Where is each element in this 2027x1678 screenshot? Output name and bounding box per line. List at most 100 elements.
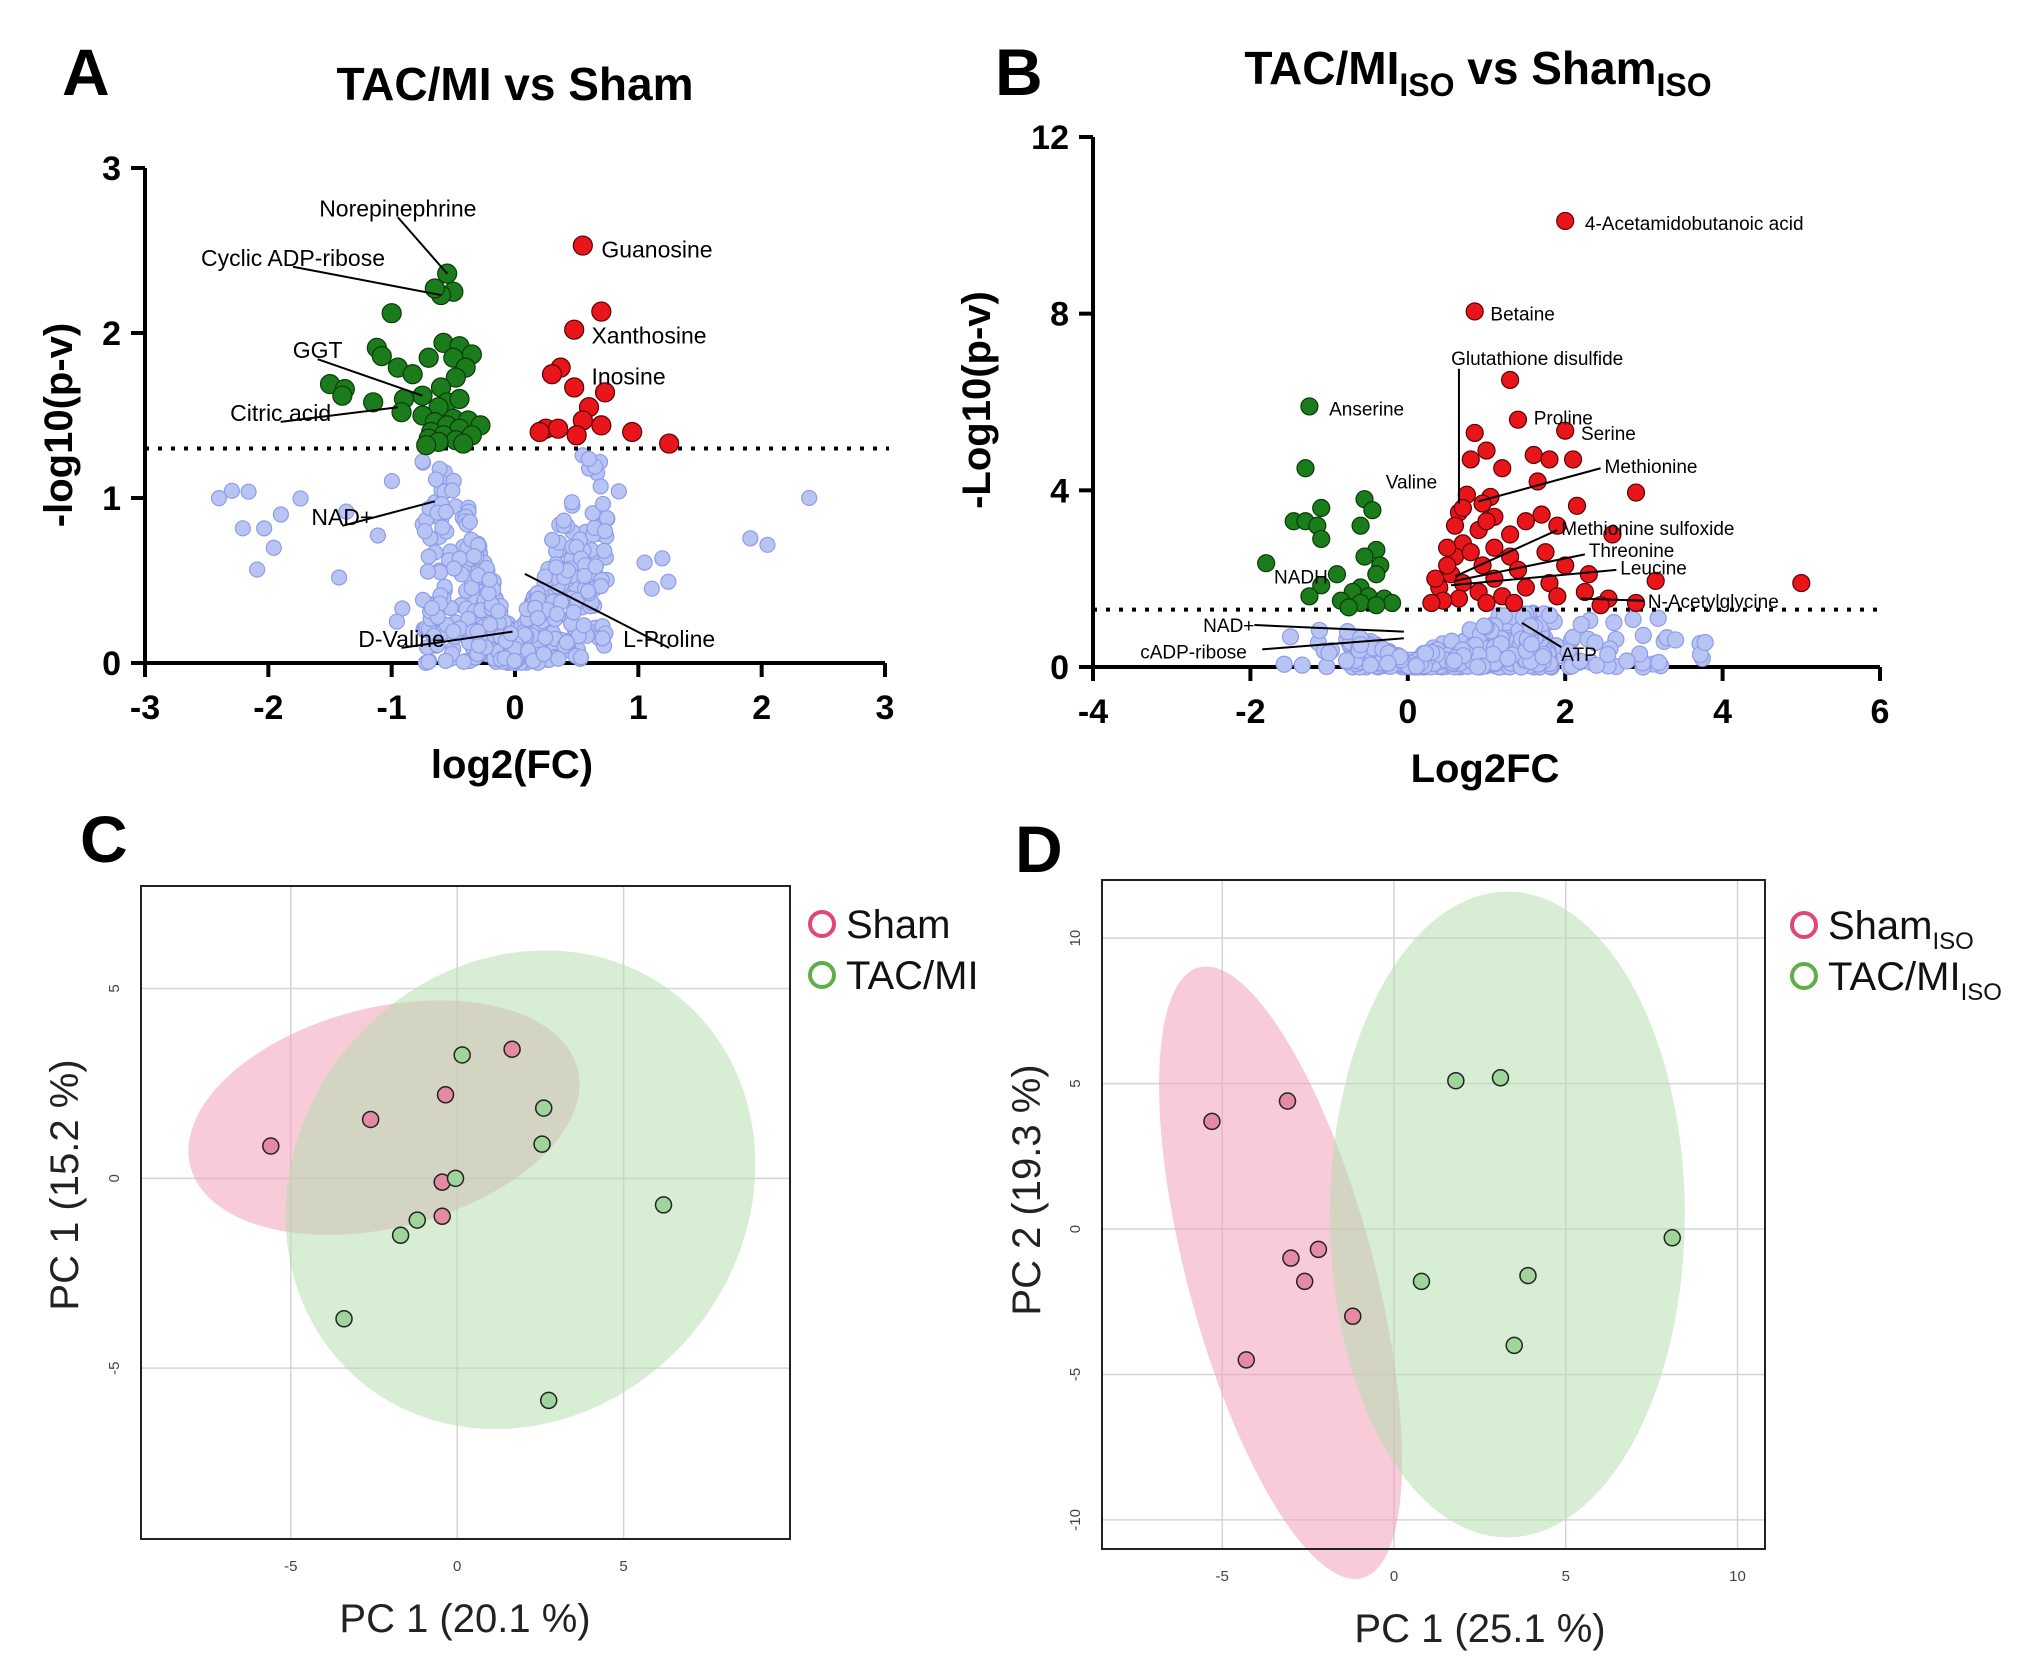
nonsignificant-point xyxy=(1469,658,1487,676)
downregulated-point xyxy=(1312,576,1331,595)
legend-sham-iso-sub: ISO xyxy=(1933,928,1974,955)
panel-a-ylabel: -log10(p-v) xyxy=(37,323,81,527)
upregulated-point xyxy=(1504,593,1524,613)
nonsignificant-point xyxy=(1634,626,1652,645)
upregulated-point xyxy=(1516,578,1535,597)
panel-b: B TAC/MIISO vs ShamISO -4 -2 0 2 4 6048124-Ac… xyxy=(955,35,1889,791)
nonsignificant-point xyxy=(544,531,561,548)
nonsignificant-point xyxy=(563,494,581,511)
panel-c: C -5 0 5 -5 0 5 PC 1 (20.1 %) PC 1 (15.2 %) S… xyxy=(43,802,979,1641)
nonsignificant-point xyxy=(437,652,454,670)
nonsignificant-point xyxy=(759,536,776,553)
upregulated-point xyxy=(1438,556,1457,575)
panel-d-ylabel: PC 2 (19.3 %) xyxy=(1005,1064,1049,1315)
x-tick-label: -5 xyxy=(1216,1568,1229,1585)
nonsignificant-point xyxy=(594,495,612,513)
upregulated-point xyxy=(1575,582,1594,602)
annotation-leader xyxy=(401,630,513,649)
nonsignificant-point xyxy=(742,530,759,547)
upregulated-point xyxy=(1792,573,1811,593)
nonsignificant-point xyxy=(1618,652,1636,670)
nonsignificant-point xyxy=(481,616,499,633)
tac-sample-point xyxy=(446,1169,465,1188)
x-tick-label: 0 xyxy=(1390,1568,1398,1585)
x-tick-label: 4 xyxy=(1713,693,1732,731)
annotation-leader xyxy=(1254,624,1404,633)
y-tick-label: -5 xyxy=(106,1361,123,1374)
nonsignificant-point xyxy=(463,579,480,597)
x-tick-label: 5 xyxy=(619,1558,627,1575)
volcano-plot-b: -4 -2 0 2 4 6 0 4 8 12 4-Acetamidobutanoic acid Bet… xyxy=(1031,119,1889,731)
nonsignificant-point xyxy=(330,569,348,586)
y-tick-label: 3 xyxy=(102,150,121,188)
downregulated-point xyxy=(1257,554,1276,573)
nonsignificant-point xyxy=(555,512,572,529)
nonsignificant-point xyxy=(234,520,251,537)
plot-frame xyxy=(140,885,791,1540)
y-tick-label: 5 xyxy=(1067,1079,1084,1087)
nonsignificant-point xyxy=(1586,634,1604,652)
tac-sample-point xyxy=(1663,1229,1681,1247)
nonsignificant-point xyxy=(1522,635,1541,653)
downregulated-point xyxy=(1312,498,1331,518)
upregulated-point xyxy=(594,382,616,403)
downregulated-point xyxy=(1300,587,1319,606)
upregulated-point xyxy=(548,418,569,439)
annotation-leader xyxy=(1450,568,1617,587)
nonsignificant-point xyxy=(1571,652,1589,670)
x-tick-label: 10 xyxy=(1729,1568,1746,1585)
nonsignificant-point xyxy=(636,554,653,571)
nonsignificant-point xyxy=(1351,636,1370,654)
legend-sham-iso-marker xyxy=(1790,911,1818,939)
annotation-leader xyxy=(292,265,442,297)
x-tick-label: 0 xyxy=(506,689,525,727)
upregulated-point xyxy=(1493,459,1512,478)
panel-b-letter: B xyxy=(995,35,1043,109)
annotation-label: GGT xyxy=(293,337,343,363)
annotation-label: L-Proline xyxy=(623,626,715,652)
upregulated-point xyxy=(1461,543,1480,562)
sham-sample-point xyxy=(1295,1272,1314,1291)
annotation-leader xyxy=(1580,597,1644,602)
upregulated-point xyxy=(1426,569,1445,588)
upregulated-point xyxy=(1477,441,1496,460)
upregulated-point xyxy=(622,421,643,443)
nonsignificant-point xyxy=(529,610,546,627)
downregulated-point xyxy=(1300,397,1319,416)
y-tick-label: 4 xyxy=(1050,472,1069,510)
annotation-label: Methionine xyxy=(1605,457,1698,478)
nonsignificant-point xyxy=(383,472,401,490)
nonsignificant-point xyxy=(1649,609,1667,627)
plot-frame xyxy=(1101,879,1766,1550)
sham-sample-point xyxy=(1278,1092,1297,1110)
panel-a-xlabel: log2(FC) xyxy=(431,743,593,787)
annotation-label: Cyclic ADP-ribose xyxy=(201,245,385,271)
nonsignificant-point xyxy=(550,650,567,667)
upregulated-point xyxy=(572,235,593,256)
y-tick-label: 5 xyxy=(106,984,123,992)
tac-sample-point xyxy=(391,1226,410,1245)
nonsignificant-point xyxy=(579,583,597,600)
annotation-leader xyxy=(524,573,670,649)
nonsignificant-point xyxy=(1416,644,1435,662)
nonsignificant-point xyxy=(558,634,575,651)
nonsignificant-point xyxy=(1337,651,1356,670)
upregulated-point xyxy=(1626,483,1646,502)
nonsignificant-point xyxy=(596,542,613,559)
upregulated-point xyxy=(591,301,612,322)
panel-c-xlabel: PC 1 (20.1 %) xyxy=(339,1597,590,1641)
legend-sham-label: Sham xyxy=(846,903,951,947)
nonsignificant-point xyxy=(592,478,609,495)
upregulated-point xyxy=(1477,593,1496,613)
nonsignificant-point xyxy=(1650,653,1668,672)
annotation-leader xyxy=(1262,637,1404,651)
panel-d-xlabel: PC 1 (25.1 %) xyxy=(1354,1607,1605,1651)
legend-sham-marker xyxy=(808,910,836,938)
panel-a: A TAC/MI vs Sham -3 -2 -1 0 1 2 3 0 1 2 3 Norepinep… xyxy=(37,35,894,787)
downregulated-point xyxy=(363,392,384,413)
annotation-label: Valine xyxy=(1386,473,1437,494)
x-tick-label: 0 xyxy=(1398,693,1417,731)
panel-c-legend: Sham TAC/MI xyxy=(808,903,979,998)
annotation-leader xyxy=(317,358,423,397)
panel-d-letter: D xyxy=(1015,812,1063,886)
